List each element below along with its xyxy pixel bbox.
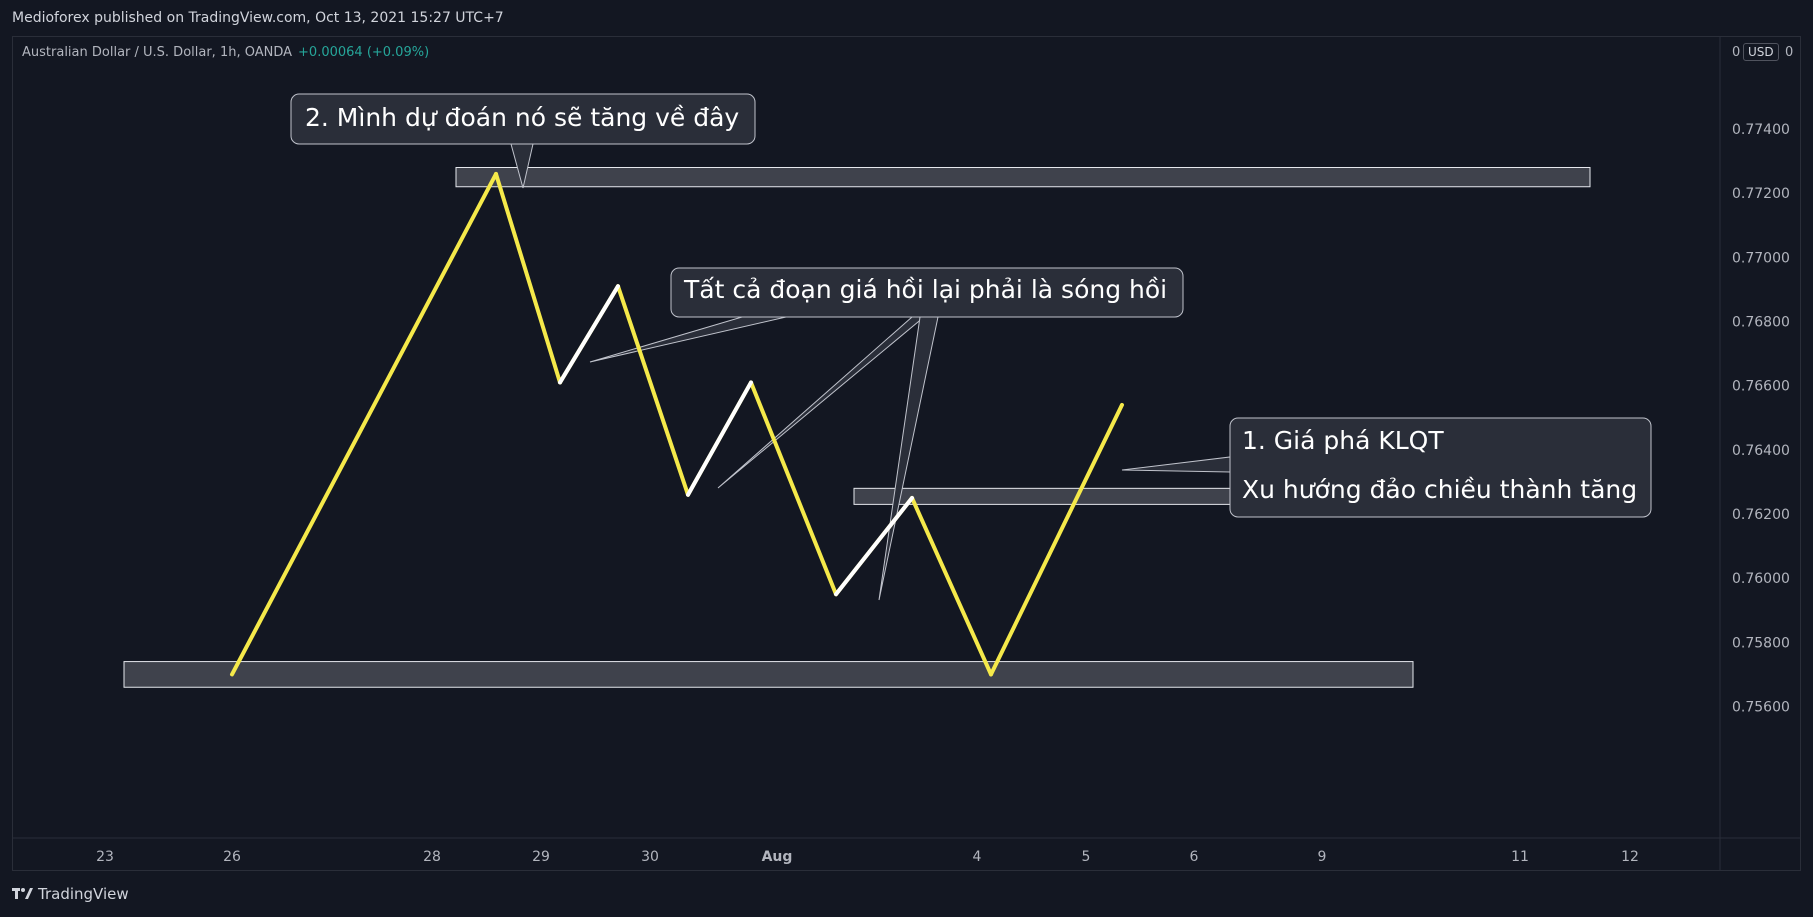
x-tick-label-9: 9 (1318, 849, 1327, 865)
price-segment-7 (910, 495, 993, 677)
y-tick-label-4: 0.76600 (1732, 379, 1790, 395)
callout-target-text: 2. Mình dự đoán nó sẽ tăng về đây (305, 103, 739, 132)
y-tick-label-1: 0.77200 (1732, 186, 1790, 202)
time-axis: 23 26 28 29 30 Aug 4 5 6 9 11 12 (96, 849, 1639, 865)
callout-breakout-line-2: Xu hướng đảo chiều thành tăng (1242, 475, 1637, 504)
x-tick-label-1: 26 (223, 849, 241, 865)
y-tick-label-3: 0.76800 (1732, 315, 1790, 331)
price-segment-0 (230, 171, 498, 677)
x-tick-label-6: 4 (973, 849, 982, 865)
x-tick-label-3: 29 (532, 849, 550, 865)
x-tick-label-4: 30 (641, 849, 659, 865)
pointer-corr-1 (589, 316, 787, 363)
price-segment-1 (494, 171, 562, 385)
x-tick-label-11: 12 (1621, 849, 1639, 865)
y-tick-label-5: 0.76400 (1732, 443, 1790, 459)
symbol-name: Australian Dollar / U.S. Dollar, 1h, OAN… (22, 45, 293, 60)
pointer-corr-2 (717, 316, 926, 489)
x-tick-label-0: 23 (96, 849, 114, 865)
callout-corrections[interactable]: Tất cả đoạn giá hồi lại phải là sóng hồi (670, 267, 1184, 318)
y-tick-label-7: 0.76000 (1732, 571, 1790, 587)
x-tick-label-7: 5 (1082, 849, 1091, 865)
y-tick-label-2: 0.77000 (1732, 250, 1790, 266)
callout-breakout[interactable]: 1. Giá phá KLQT Xu hướng đảo chiều thành… (1229, 417, 1652, 518)
callout-breakout-box (1229, 417, 1652, 518)
callout-target[interactable]: 2. Mình dự đoán nó sẽ tăng về đây (290, 93, 756, 145)
mid-zone[interactable] (853, 487, 1278, 505)
callout-breakout-line-1: 1. Giá phá KLQT (1242, 426, 1444, 455)
price-segment-8 (989, 402, 1124, 677)
callout-corrections-box (670, 267, 1184, 318)
x-tick-label-2: 28 (423, 849, 441, 865)
correction-leg-0 (558, 284, 620, 385)
pointer-breakout (1121, 456, 1231, 473)
callout-target-box (290, 93, 756, 145)
correction-leg-2 (834, 495, 914, 597)
correction-leg-1 (686, 380, 753, 497)
bottom-zone[interactable] (123, 661, 1414, 688)
zones-layer (123, 167, 1591, 688)
callout-corrections-text: Tất cả đoạn giá hồi lại phải là sóng hồi (683, 275, 1167, 304)
price-segment-3 (616, 284, 690, 497)
y-tick-label-0: 0.77400 (1732, 122, 1790, 138)
price-segment-5 (749, 380, 838, 597)
callout-pointers (510, 143, 1231, 601)
top-zone[interactable] (455, 167, 1591, 188)
pointer-corr-3 (878, 316, 939, 601)
x-tick-label-10: 11 (1511, 849, 1529, 865)
y-tick-label-8: 0.75800 (1732, 635, 1790, 651)
callouts-layer: 2. Mình dự đoán nó sẽ tăng về đây Tất cả… (290, 93, 1652, 518)
price-scale-top-mark-right: 0 (1785, 45, 1794, 60)
footer-brand: TradingView (38, 885, 129, 903)
publisher-header: Medioforex published on TradingView.com,… (12, 10, 504, 26)
currency-badge[interactable]: USD (1743, 43, 1779, 61)
price-change: +0.00064 (+0.09%) (298, 45, 430, 60)
x-tick-label-8: 6 (1190, 849, 1199, 865)
symbol-info: Australian Dollar / U.S. Dollar, 1h, OAN… (22, 45, 429, 60)
price-path (230, 171, 1124, 677)
tradingview-logo-icon (12, 888, 33, 899)
y-tick-label-6: 0.76200 (1732, 507, 1790, 523)
x-tick-label-5: Aug (762, 849, 793, 865)
price-axis: 0.77400 0.77200 0.77000 0.76800 0.76600 0.764… (1732, 122, 1790, 716)
chart-frame (12, 36, 1801, 871)
price-scale-top-mark: 0 (1732, 45, 1741, 60)
tradingview-footer[interactable]: TradingView (12, 885, 129, 903)
y-tick-label-9: 0.75600 (1732, 700, 1790, 716)
